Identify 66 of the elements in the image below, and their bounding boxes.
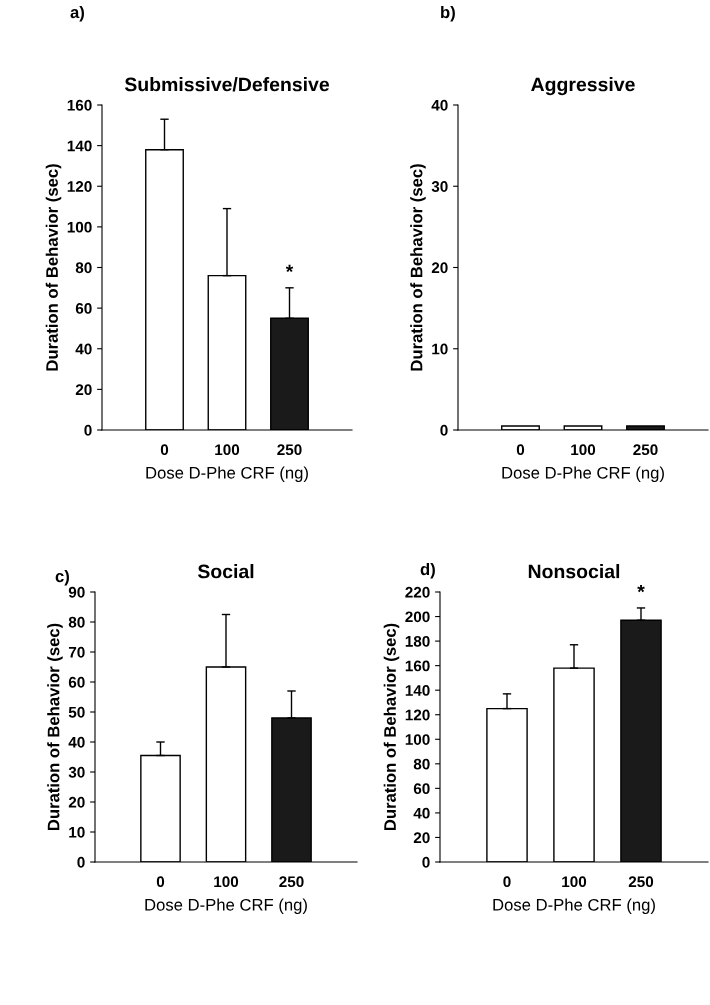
- y-tick-label: 140: [405, 685, 430, 696]
- annotation: *: [637, 584, 645, 593]
- y-tick-label: 10: [432, 343, 448, 355]
- x-tick-label: 250: [633, 444, 658, 456]
- chart-title: Social: [197, 564, 254, 579]
- text: b): [441, 5, 455, 22]
- y-tick-label: 40: [75, 343, 92, 355]
- chart-title: Nonsocial: [528, 564, 620, 579]
- annotation: *: [285, 264, 294, 273]
- x-tick-label: 0: [516, 444, 525, 456]
- y-tick-label: 200: [405, 611, 430, 623]
- x-tick-label: 0: [156, 876, 165, 888]
- y-tick-label: 160: [67, 99, 92, 111]
- y-tick-label: 0: [422, 856, 430, 868]
- y-tick-label: 60: [68, 676, 85, 688]
- x-tick-label: 250: [277, 444, 302, 456]
- y-tick-label: 30: [431, 181, 448, 192]
- x-tick-label: 250: [628, 876, 654, 888]
- y-tick-label: 30: [68, 766, 85, 778]
- y-tick-label: 80: [68, 616, 85, 628]
- y-tick-label: 40: [431, 99, 448, 111]
- text: c): [55, 569, 69, 586]
- x-tick-label: 100: [214, 876, 239, 888]
- y-tick-label: 70: [68, 646, 85, 658]
- y-axis-title: Duration of Behavior (sec): [47, 623, 63, 831]
- y-tick-label: 50: [68, 706, 85, 718]
- text: a): [70, 5, 84, 22]
- y-tick-label: 120: [405, 709, 430, 721]
- y-tick-label: 80: [413, 758, 430, 770]
- x-axis-title: Dose D-Phe CRF (ng): [146, 466, 308, 482]
- chart-title: Aggressive: [531, 77, 635, 96]
- y-tick-label: 60: [413, 783, 430, 795]
- x-axis-title: Dose D-Phe CRF (ng): [145, 898, 307, 914]
- x-tick-label: 100: [571, 444, 596, 456]
- x-axis-title: Dose D-Phe CRF (ng): [502, 466, 664, 482]
- y-tick-label: 10: [69, 826, 85, 838]
- y-tick-label: 100: [405, 734, 430, 745]
- y-tick-label: 90: [68, 586, 85, 598]
- y-tick-label: 180: [405, 635, 430, 647]
- y-axis-title: Duration of Behavior (sec): [410, 164, 426, 371]
- text: d): [420, 562, 435, 579]
- x-tick-label: 250: [279, 876, 304, 888]
- y-tick-label: 220: [405, 586, 430, 598]
- y-tick-label: 40: [68, 736, 85, 748]
- y-tick-label: 100: [67, 221, 92, 233]
- y-tick-label: 120: [67, 181, 92, 192]
- y-tick-label: 140: [67, 140, 92, 152]
- y-axis-title: Duration of Behavior (sec): [45, 164, 62, 371]
- y-tick-label: 60: [75, 302, 92, 314]
- y-tick-label: 0: [440, 424, 448, 436]
- x-tick-label: 0: [503, 876, 511, 888]
- y-tick-label: 40: [413, 807, 430, 819]
- y-axis-title: Duration of Behavior (sec): [383, 623, 400, 831]
- x-tick-label: 0: [160, 444, 169, 456]
- y-tick-label: 20: [68, 796, 85, 808]
- x-tick-label: 100: [562, 876, 587, 888]
- chart-title: Submissive/Defensive: [124, 77, 330, 92]
- y-tick-label: 20: [413, 832, 430, 844]
- x-tick-label: 100: [215, 444, 240, 456]
- y-tick-label: 20: [431, 262, 448, 274]
- y-tick-label: 160: [405, 660, 430, 672]
- y-tick-label: 20: [75, 384, 92, 396]
- y-tick-label: 0: [84, 424, 92, 436]
- x-axis-title: Dose D-Phe CRF (ng): [493, 898, 655, 914]
- y-tick-label: 80: [75, 262, 92, 274]
- y-tick-label: 0: [77, 856, 85, 868]
